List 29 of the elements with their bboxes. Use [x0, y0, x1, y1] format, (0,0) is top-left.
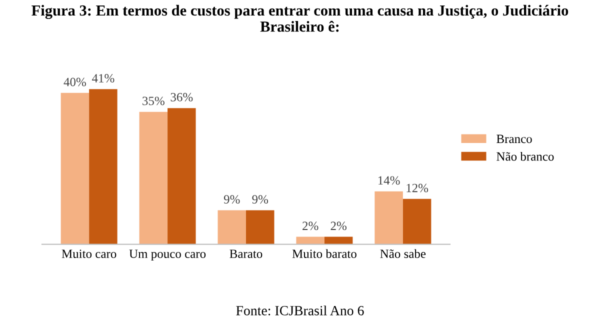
- legend-label: Branco: [496, 134, 532, 144]
- bar: [139, 112, 168, 244]
- x-tick-label: Um pouco caro: [129, 250, 206, 261]
- bar: [374, 191, 403, 244]
- data-label: 14%: [378, 176, 400, 185]
- chart-title: Figura 3: Em termos de custos para entrar com uma causa na Justiça, o Judiciário Brasileiro ê:: [32, 4, 568, 32]
- bar: [60, 92, 90, 244]
- source-note: Fonte: ICJBrasil Ano 6: [236, 306, 364, 316]
- bar: [218, 210, 246, 244]
- bar: [89, 89, 118, 244]
- bar: [168, 108, 196, 244]
- bar: [324, 236, 353, 244]
- data-label: 9%: [224, 195, 240, 204]
- data-label: 35%: [142, 96, 164, 106]
- x-tick-label: Muito caro: [62, 250, 116, 258]
- data-label: 9%: [252, 195, 268, 204]
- data-label: 40%: [64, 78, 86, 86]
- data-label: 12%: [406, 184, 428, 192]
- data-label: 2%: [330, 222, 346, 230]
- data-label: 41%: [92, 74, 114, 82]
- data-label: 36%: [170, 92, 193, 102]
- data-label: 2%: [302, 222, 318, 230]
- legend-label: Não branco: [496, 152, 554, 161]
- x-tick-label: Não sabe: [380, 249, 426, 258]
- bar: [402, 198, 432, 244]
- x-tick-label: Barato: [230, 250, 262, 258]
- bar: [246, 210, 274, 244]
- bar: [296, 236, 324, 244]
- x-tick-label: Muito barato: [292, 249, 356, 258]
